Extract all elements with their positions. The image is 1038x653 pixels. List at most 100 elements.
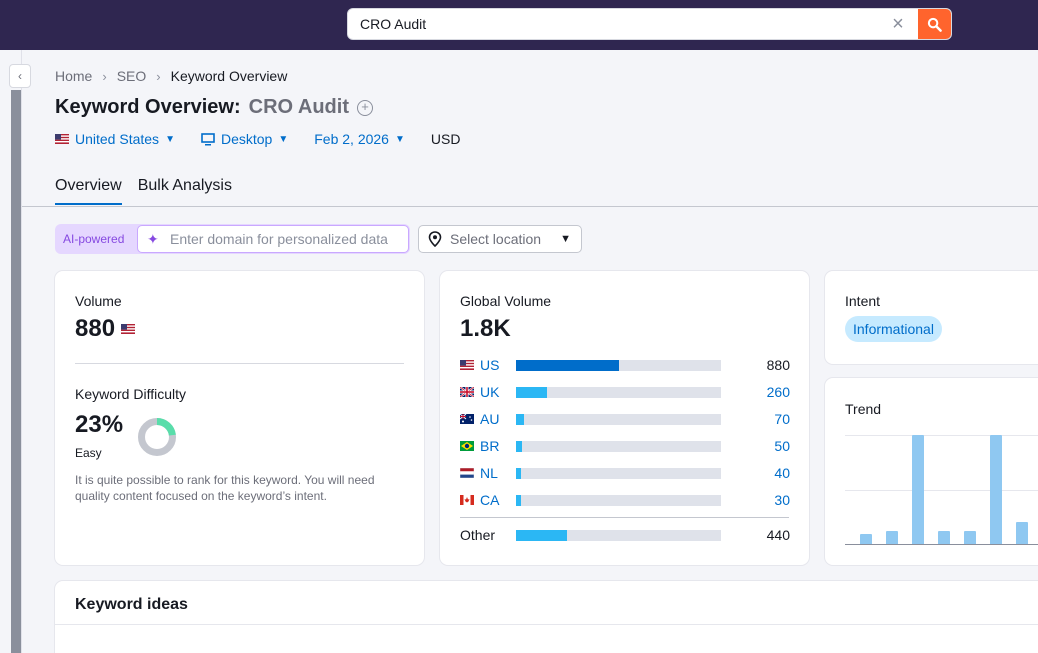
volume-bar-fill [516, 530, 567, 541]
volume-bar-fill [516, 441, 522, 452]
country-row-uk[interactable]: UK 260 [460, 384, 790, 400]
ai-powered-label: AI-powered [63, 232, 125, 246]
search-input[interactable] [348, 9, 878, 39]
country-volume: 40 [774, 465, 790, 481]
breadcrumb-current: Keyword Overview [170, 68, 288, 84]
desktop-icon [201, 132, 215, 145]
trend-bar[interactable] [912, 435, 924, 544]
country-code: BR [480, 438, 500, 454]
tab-bar: Overview Bulk Analysis [55, 177, 248, 205]
global-volume-label: Global Volume [460, 293, 552, 309]
chevron-down-icon: ▼ [560, 233, 571, 245]
kd-label: Keyword Difficulty [75, 386, 187, 402]
kd-gauge-arc [138, 418, 176, 456]
keyword-ideas-card: Keyword ideas [55, 581, 1038, 653]
us-flag-icon [55, 134, 69, 144]
tab-divider [22, 206, 1038, 207]
gridline [845, 435, 1038, 436]
currency-label: USD [430, 131, 461, 147]
keyword-ideas-title: Keyword ideas [75, 596, 188, 613]
other-label: Other [460, 527, 496, 543]
ai-domain-field: ✦ [137, 225, 409, 253]
trend-bar[interactable] [860, 534, 872, 544]
scrollbar[interactable] [11, 90, 21, 653]
other-volume: 440 [766, 527, 790, 543]
search-icon [927, 17, 942, 32]
search-button[interactable] [918, 9, 951, 39]
volume-bar-track [516, 387, 721, 398]
date-dropdown[interactable]: Feb 2, 2026 ▼ [314, 131, 405, 147]
trend-bar[interactable] [886, 531, 898, 544]
volume-bar-track [516, 468, 721, 479]
kd-gauge [138, 418, 176, 456]
trend-bar[interactable] [938, 531, 950, 544]
us-flag-icon [121, 324, 136, 334]
volume-bar-fill [516, 495, 521, 506]
clear-search-icon[interactable]: × [892, 13, 904, 35]
breadcrumb: Home › SEO › Keyword Overview [55, 68, 287, 84]
page-title: Keyword Overview: CRO Audit + [55, 96, 373, 119]
volume-bar-track [516, 414, 721, 425]
trend-label: Trend [845, 401, 882, 417]
country-code: UK [480, 384, 500, 400]
divider [75, 363, 404, 364]
expand-sidebar-button[interactable]: ‹ [9, 64, 31, 88]
uk-flag-icon [460, 387, 474, 397]
intent-card: Intent Informational [825, 271, 1038, 364]
date-label: Feb 2, 2026 [314, 131, 389, 147]
trend-bar[interactable] [990, 435, 1002, 544]
volume-bar-fill [516, 468, 521, 479]
trend-baseline [845, 544, 1038, 545]
country-code: AU [480, 411, 500, 427]
divider [55, 624, 1038, 625]
au-flag-icon [460, 414, 474, 424]
volume-label: Volume [75, 293, 122, 309]
country-row-us[interactable]: US 880 [460, 357, 790, 373]
volume-bar-track [516, 530, 721, 541]
volume-value: 880 [75, 315, 116, 342]
location-label: Select location [450, 231, 542, 247]
chevron-down-icon: ▼ [165, 133, 175, 145]
country-row-nl[interactable]: NL 40 [460, 465, 790, 481]
ai-domain-box: AI-powered ✦ [55, 224, 410, 254]
chevron-right-icon: › [102, 68, 107, 84]
breadcrumb-home[interactable]: Home [55, 68, 93, 84]
add-to-list-icon[interactable]: + [356, 99, 373, 116]
country-row-br[interactable]: BR 50 [460, 438, 790, 454]
volume-bar-fill [516, 360, 619, 371]
search-bar: × [347, 8, 952, 40]
country-volume: 30 [774, 492, 790, 508]
tab-bulk-analysis[interactable]: Bulk Analysis [137, 177, 232, 194]
global-volume-total: 1.8K [460, 315, 511, 342]
page-title-keyword: CRO Audit [248, 96, 349, 118]
country-code: CA [480, 492, 500, 508]
country-row-ca[interactable]: CA 30 [460, 492, 790, 508]
gridline [845, 490, 1038, 491]
location-dropdown[interactable]: Select location ▼ [418, 225, 582, 253]
trend-card: Trend [825, 378, 1038, 565]
kd-level: Easy [75, 446, 102, 460]
volume-bar-track [516, 441, 721, 452]
kd-description: It is quite possible to rank for this ke… [75, 473, 375, 503]
volume-card: Volume 880 Keyword Difficulty 23% Easy I… [55, 271, 424, 565]
country-volume: 70 [774, 411, 790, 427]
country-volume: 50 [774, 438, 790, 454]
kd-value: 23% [75, 411, 124, 438]
breadcrumb-seo[interactable]: SEO [116, 68, 147, 84]
trend-bar[interactable] [1016, 522, 1028, 544]
device-dropdown[interactable]: Desktop ▼ [201, 131, 288, 147]
domain-input[interactable] [170, 226, 406, 252]
us-flag-icon [460, 360, 474, 370]
trend-bar[interactable] [964, 531, 976, 544]
chevron-down-icon: ▼ [278, 133, 289, 145]
br-flag-icon [460, 441, 474, 451]
nl-flag-icon [460, 468, 474, 478]
global-volume-card: Global Volume 1.8K US 880 UK 260 AU 70 B… [440, 271, 809, 565]
country-row-au[interactable]: AU 70 [460, 411, 790, 427]
country-dropdown[interactable]: United States ▼ [55, 131, 175, 147]
country-label: United States [75, 131, 160, 147]
chevron-down-icon: ▼ [394, 133, 405, 145]
tab-overview[interactable]: Overview [55, 177, 122, 205]
chevron-right-icon: › [156, 68, 161, 84]
location-pin-icon [428, 231, 442, 247]
